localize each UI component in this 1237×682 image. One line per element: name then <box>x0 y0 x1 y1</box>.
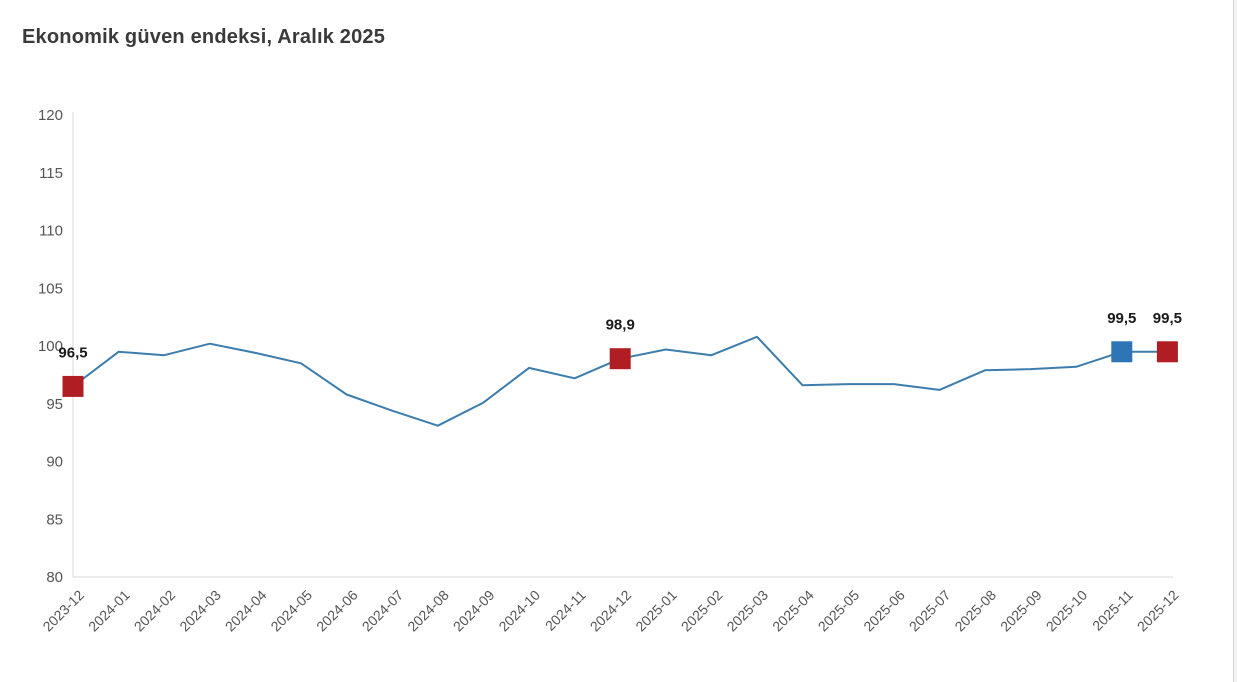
x-axis-label: 2025-02 <box>678 587 726 635</box>
x-axis-label: 2024-11 <box>542 587 589 634</box>
x-axis-label: 2025-11 <box>1089 587 1136 634</box>
y-axis-label: 90 <box>46 454 63 471</box>
point-label: 99,5 <box>1107 310 1136 327</box>
data-marker[interactable] <box>1156 341 1178 363</box>
x-axis-label: 2025-01 <box>632 587 680 635</box>
y-axis-label: 80 <box>46 569 63 586</box>
y-axis-label: 105 <box>38 280 63 297</box>
x-axis-label: 2023-12 <box>39 587 87 635</box>
x-axis-label: 2024-10 <box>495 587 543 635</box>
data-marker[interactable] <box>62 375 84 397</box>
point-label: 96,5 <box>58 344 87 361</box>
right-edge-border <box>1233 0 1237 682</box>
x-axis-label: 2024-07 <box>359 587 407 635</box>
data-marker[interactable] <box>609 348 631 370</box>
x-axis-label: 2025-06 <box>860 587 908 635</box>
x-axis-label: 2024-09 <box>450 587 498 635</box>
x-axis-label: 2024-06 <box>313 587 361 635</box>
x-axis-label: 2024-01 <box>85 587 133 635</box>
x-axis-label: 2025-08 <box>951 587 999 635</box>
x-axis-label: 2024-12 <box>587 587 635 635</box>
x-axis-label: 2024-04 <box>222 587 270 635</box>
x-axis-label: 2025-10 <box>1043 587 1091 635</box>
x-axis-label: 2024-03 <box>176 587 224 635</box>
x-axis-label: 2025-07 <box>906 587 954 635</box>
y-axis-label: 95 <box>46 396 63 413</box>
y-axis-label: 85 <box>46 511 63 528</box>
y-axis-label: 120 <box>38 107 63 124</box>
x-axis-label: 2024-08 <box>404 587 452 635</box>
point-label: 98,9 <box>606 317 635 334</box>
y-axis-label: 110 <box>39 223 63 240</box>
x-axis-label: 2025-09 <box>997 587 1045 635</box>
x-axis-label: 2025-03 <box>723 587 771 635</box>
chart-title: Ekonomik güven endeksi, Aralık 2025 <box>22 26 386 48</box>
data-marker[interactable] <box>1111 341 1133 363</box>
x-axis-label: 2024-05 <box>267 587 315 635</box>
x-axis-label: 2025-04 <box>769 587 817 635</box>
x-axis-label: 2025-12 <box>1134 587 1182 635</box>
x-axis-label: 2024-02 <box>131 587 179 635</box>
y-axis-label: 100 <box>38 338 63 355</box>
y-axis-label: 115 <box>39 165 63 182</box>
point-label: 99,5 <box>1153 310 1182 327</box>
x-axis-label: 2025-05 <box>815 587 863 635</box>
